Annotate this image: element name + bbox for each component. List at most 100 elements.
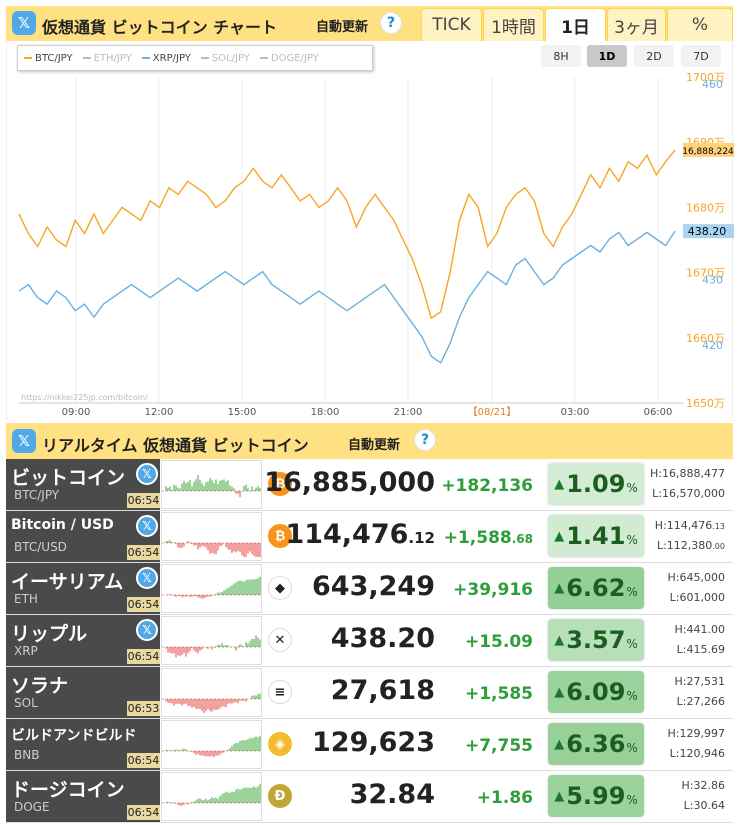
coin-name-cell[interactable]: イーサリアム ETH 𝕏 06:54 [6, 563, 160, 614]
sparkline-chart [162, 691, 263, 713]
xrp-icon: ✕ [268, 628, 292, 652]
xrp-series-line [18, 230, 676, 364]
coin-name[interactable]: ビルドアンドビルド [11, 728, 137, 744]
coin-name-cell[interactable]: ビルドアンドビルド BNB 06:54 [6, 719, 160, 770]
update-time: 06:54 [127, 649, 160, 664]
low-value: L:120,946 [670, 747, 725, 760]
up-arrow-icon: ▲ [554, 684, 565, 700]
coin-name-cell[interactable]: ビットコイン BTC/JPY 𝕏 06:54 [6, 459, 160, 510]
x-share-icon[interactable]: 𝕏 [136, 515, 158, 537]
change-value: +182,136 [441, 476, 533, 496]
coin-name-cell[interactable]: リップル XRP 𝕏 06:54 [6, 615, 160, 666]
zoom-1d-button[interactable]: 1D [587, 45, 627, 67]
price-row-bnb[interactable]: ビルドアンドビルド BNB 06:54 ◈ 129,623 +7,755 ▲ 6.36% H:1… [6, 719, 733, 771]
coin-name[interactable]: ドージコイン [11, 779, 125, 801]
sparkline[interactable] [161, 772, 263, 821]
legend-label: DOGE/JPY [270, 52, 319, 64]
percent-change-badge: ▲ 1.09% [548, 463, 644, 505]
low-value: L:415.69 [677, 643, 725, 656]
legend-swatch [24, 57, 32, 59]
coin-name-cell[interactable]: ドージコイン DOGE 06:54 [6, 771, 160, 822]
legend-label: XRP/JPY [152, 52, 191, 64]
xrp-glyph: ✕ [274, 632, 286, 648]
sparkline[interactable] [161, 720, 263, 769]
help-icon[interactable]: ? [380, 12, 402, 34]
low-main: L:120,946 [669, 747, 725, 760]
coin-name[interactable]: ソラナ [11, 675, 69, 697]
legend-swatch [200, 57, 209, 59]
sparkline[interactable] [161, 512, 263, 561]
coin-name[interactable]: リップル [11, 623, 88, 645]
x-share-icon[interactable]: 𝕏 [136, 619, 158, 641]
change-fraction: .68 [511, 532, 533, 546]
price-row-btc-usd[interactable]: Bitcoin / USD BTC/USD 𝕏 06:54 ₿ 114,476.12 +1,… [6, 511, 733, 563]
legend-item-btc-jpy[interactable]: BTC/JPY [24, 53, 73, 64]
coin-name[interactable]: ビットコイン [11, 467, 126, 489]
price-row-xrp[interactable]: リップル XRP 𝕏 06:54 ✕ 438.20 +15.09 ▲ 3.57% H:441.00… [6, 615, 733, 667]
chart-legend: BTC/JPY ETH/JPY XRP/JPY SOL/JPY DOGE/JPY [17, 45, 373, 71]
percent-value: 6.09 [566, 678, 626, 706]
coin-name[interactable]: イーサリアム [11, 571, 124, 593]
price-value: 643,249 [312, 571, 435, 602]
x-share-icon[interactable]: 𝕏 [12, 429, 36, 453]
sparkline-chart [162, 735, 263, 758]
legend-item-sol-jpy[interactable]: SOL/JPY [200, 52, 250, 64]
coin-name-cell[interactable]: Bitcoin / USD BTC/USD 𝕏 06:54 [6, 511, 160, 562]
help-icon[interactable]: ? [414, 429, 436, 451]
sol-icon: ≡ [268, 680, 292, 704]
tab-tick[interactable]: TICK [421, 8, 482, 41]
x-tick-label: 06:00 [644, 407, 673, 418]
zoom-7d-button[interactable]: 7D [681, 45, 721, 67]
tab-1day[interactable]: 1日 [545, 8, 606, 41]
high-value: H:645,000 [668, 571, 725, 584]
update-time: 06:54 [127, 597, 160, 612]
sparkline[interactable] [161, 460, 263, 509]
legend-item-xrp-jpy[interactable]: XRP/JPY [141, 52, 191, 64]
percent-unit: % [626, 637, 638, 651]
percent-change-badge: ▲ 1.41% [548, 515, 644, 557]
chart-watermark: https://nikkei225jp.com/bitcoin/ [21, 393, 148, 402]
btc-glyph: ₿ [274, 477, 286, 492]
zoom-2d-button[interactable]: 2D [634, 45, 674, 67]
low-value: L:112,380.00 [657, 539, 725, 552]
tab-1hour[interactable]: 1時間 [483, 8, 544, 41]
coin-pair: DOGE [14, 800, 50, 814]
low-main: L:415.69 [676, 643, 725, 656]
coin-name-cell[interactable]: ソラナ SOL 06:53 [6, 667, 160, 718]
coin-name[interactable]: Bitcoin / USD [11, 517, 114, 533]
legend-label: SOL/JPY [211, 52, 250, 64]
x-share-icon[interactable]: 𝕏 [136, 567, 158, 589]
sparkline-chart [162, 635, 263, 658]
sparkline[interactable] [161, 668, 263, 717]
price-row-btc-jpy[interactable]: ビットコイン BTC/JPY 𝕏 06:54 ₿ 16,885,000 +182,136 ▲ 1… [6, 459, 733, 511]
up-arrow-icon: ▲ [554, 528, 565, 544]
legend-item-eth-jpy[interactable]: ETH/JPY [82, 53, 132, 64]
sparkline[interactable] [161, 616, 263, 665]
x-tick-label: 18:00 [311, 407, 340, 418]
price-value: 129,623 [312, 727, 435, 758]
price-chart[interactable]: 09:00 12:00 15:00 18:00 21:00 【08/21】 03:00 06:… [6, 41, 734, 421]
high-value: H:114,476.13 [655, 519, 725, 532]
price-value: 114,476.12 [285, 519, 435, 550]
x-share-icon[interactable]: 𝕏 [12, 11, 36, 35]
x-tick-label: 15:00 [228, 407, 257, 418]
tab-3months[interactable]: 3ヶ月 [607, 8, 666, 41]
high-main: H:114,476 [654, 519, 713, 532]
high-main: H:16,888,477 [650, 467, 725, 480]
price-row-doge[interactable]: ドージコイン DOGE 06:54 Ð 32.84 +1.86 ▲ 5.99% H:32.86 L… [6, 771, 733, 823]
x-share-icon[interactable]: 𝕏 [136, 463, 158, 485]
xrp-axis-tick: 420 [702, 339, 723, 352]
price-value: 27,618 [331, 675, 435, 706]
price-row-sol[interactable]: ソラナ SOL 06:53 ≡ 27,618 +1,585 ▲ 6.09% H:27,531 L:… [6, 667, 733, 719]
high-fraction: .13 [712, 522, 725, 531]
percent-value: 5.99 [566, 782, 626, 810]
sparkline-chart [162, 475, 263, 498]
update-time: 06:54 [127, 753, 160, 768]
price-row-eth[interactable]: イーサリアム ETH 𝕏 06:54 ◆ 643,249 +39,916 ▲ 6.62% H:64… [6, 563, 733, 615]
up-arrow-icon: ▲ [554, 788, 565, 804]
legend-swatch [82, 57, 91, 59]
tab-percent[interactable]: % [667, 8, 733, 41]
sparkline[interactable] [161, 564, 263, 613]
zoom-8h-button[interactable]: 8H [541, 45, 581, 67]
legend-item-doge-jpy[interactable]: DOGE/JPY [259, 52, 319, 64]
